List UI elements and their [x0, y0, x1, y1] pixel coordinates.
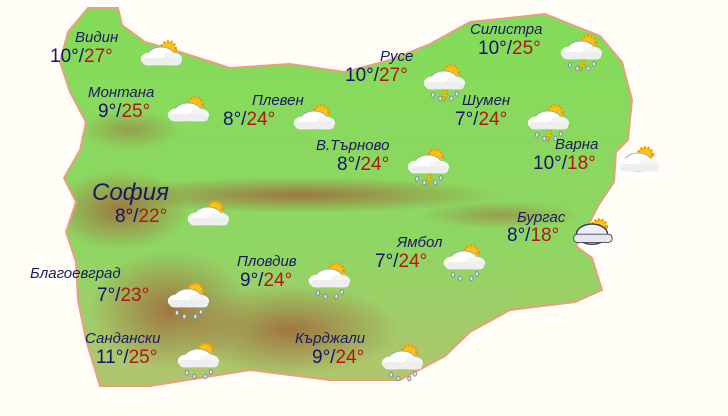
city-name: Русе [380, 48, 414, 65]
low-temp: 8° [223, 109, 242, 130]
thunderstorm-icon [423, 64, 466, 103]
high-temp: 25° [121, 101, 151, 122]
high-temp: 18° [530, 225, 560, 246]
partly-cloudy-icon [617, 146, 660, 172]
partly-cloudy-icon [140, 40, 183, 66]
city-name: Монтана [88, 84, 155, 101]
temperature: 9°/25° [98, 101, 151, 122]
temperature: 10°/25° [478, 38, 541, 59]
thunderstorm-icon [407, 148, 450, 187]
city-name: Пловдив [237, 253, 297, 270]
low-temp: 9° [312, 347, 331, 368]
temperature: 8°/22° [115, 206, 168, 227]
high-temp: 18° [567, 153, 596, 174]
rain-icon [177, 342, 220, 380]
low-temp: 8° [507, 225, 526, 246]
rain-icon [167, 282, 210, 320]
temperature: 8°/24° [337, 154, 390, 175]
city-name: Благоевград [30, 265, 121, 282]
city-name: В.Търново [316, 137, 390, 154]
rain-icon [381, 344, 424, 382]
high-temp: 25° [128, 347, 158, 368]
city-name: Варна [555, 136, 599, 153]
low-temp: 8° [337, 154, 356, 175]
temperature: 10°/27° [345, 65, 408, 86]
temperature: 7°/24° [455, 109, 508, 130]
city-name: Силистра [470, 21, 543, 38]
temperature: 11°/25° [96, 347, 158, 368]
city-name: Шумен [462, 92, 511, 109]
low-temp: 10° [478, 38, 507, 59]
high-temp: 25° [512, 38, 541, 59]
low-temp: 10° [533, 153, 562, 174]
high-temp: 27° [379, 65, 408, 86]
high-temp: 22° [138, 206, 168, 227]
temperature: 8°/24° [223, 109, 276, 130]
high-temp: 24° [263, 270, 293, 291]
city-name: Кърджали [295, 330, 366, 347]
city-name: Плевен [252, 92, 304, 109]
temperature: 10°/18° [533, 153, 596, 174]
low-temp: 10° [345, 65, 374, 86]
low-temp: 7° [375, 251, 394, 272]
rain-icon [308, 262, 351, 300]
temperature: 8°/18° [507, 225, 560, 246]
city-name: Бургас [517, 209, 566, 226]
high-temp: 24° [360, 154, 390, 175]
high-temp: 27° [84, 46, 113, 67]
low-temp: 7° [97, 285, 116, 306]
city-name: Видин [75, 29, 119, 46]
city-name: София [92, 179, 169, 206]
city-name: Сандански [85, 330, 161, 347]
temperature: 7°/24° [375, 251, 428, 272]
partly-cloudy-icon [293, 104, 336, 130]
thunderstorm-icon [560, 34, 603, 73]
high-temp: 24° [246, 109, 276, 130]
high-temp: 23° [120, 285, 150, 306]
low-temp: 9° [98, 101, 117, 122]
rain-icon [443, 244, 486, 282]
partly-cloudy-icon [187, 200, 230, 226]
high-temp: 24° [478, 109, 508, 130]
city-name: Ямбол [397, 234, 443, 251]
low-temp: 7° [455, 109, 474, 130]
low-temp: 10° [50, 46, 79, 67]
temperature: 7°/23° [97, 285, 150, 306]
temperature: 9°/24° [240, 270, 293, 291]
temperature: 9°/24° [312, 347, 365, 368]
partly-cloudy-icon [167, 96, 210, 122]
temperature: 10°/27° [50, 46, 113, 67]
high-temp: 24° [335, 347, 365, 368]
low-temp: 11° [96, 347, 124, 368]
low-temp: 8° [115, 206, 134, 227]
low-temp: 9° [240, 270, 259, 291]
cloudy-icon [573, 218, 613, 245]
thunderstorm-icon [527, 104, 570, 143]
high-temp: 24° [398, 251, 428, 272]
